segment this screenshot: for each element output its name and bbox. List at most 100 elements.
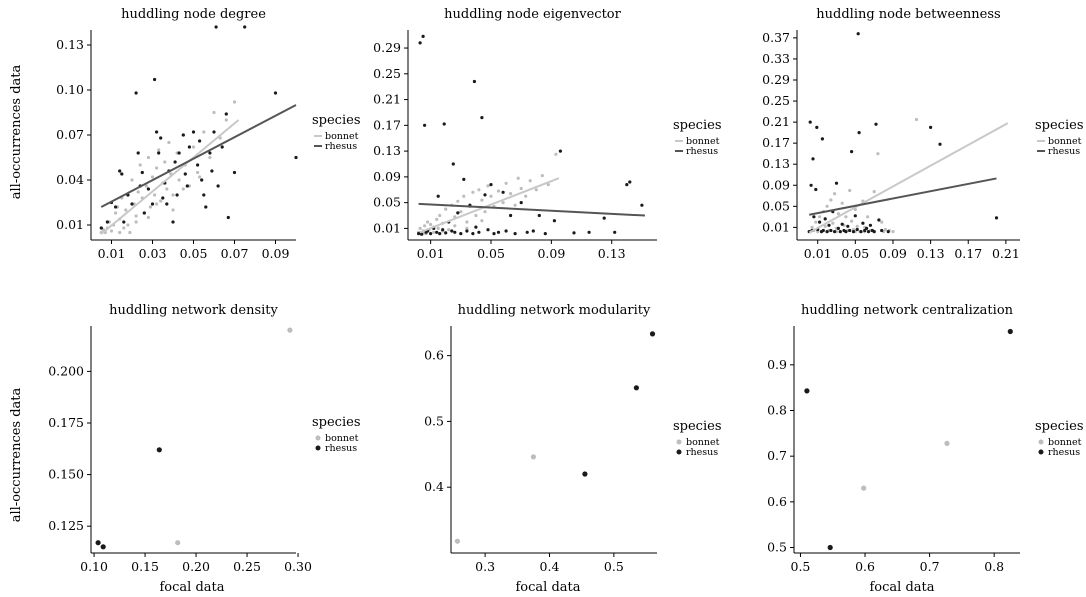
legend-key-bonnet <box>1038 439 1044 445</box>
legend-label-bonnet: bonnet <box>686 437 720 448</box>
data-point-bonnet <box>509 192 513 196</box>
y-tick-label: 0.6 <box>424 348 444 363</box>
data-point-rhesus <box>175 193 179 197</box>
data-point-bonnet <box>124 208 128 212</box>
y-tick-label: 0.125 <box>48 518 84 533</box>
data-point-bonnet <box>831 221 835 225</box>
data-point-rhesus <box>483 193 487 197</box>
data-point-rhesus <box>859 230 863 234</box>
legend-1: species bonnet rhesus <box>312 113 361 152</box>
data-point-bonnet <box>155 202 159 206</box>
x-tick-label: 0.09 <box>879 246 907 261</box>
data-point-rhesus <box>150 202 155 206</box>
data-point-rhesus <box>814 187 818 192</box>
x-axis-label-3: focal data <box>869 580 934 595</box>
legend-key-rhesus <box>1038 449 1044 455</box>
y-tick-label: 0.29 <box>373 40 401 55</box>
data-point-bonnet <box>426 220 430 224</box>
data-point-rhesus <box>537 213 541 218</box>
x-tick-label: 0.09 <box>262 246 290 261</box>
data-point-rhesus <box>136 151 140 155</box>
legend-label-rhesus: rhesus <box>686 447 718 458</box>
x-tick-label: 0.30 <box>284 559 312 574</box>
data-point-rhesus <box>441 228 445 232</box>
panel-5: huddling network modularity 0.3 0.4 0.5 0.4 0… <box>424 303 657 574</box>
data-point-rhesus <box>159 136 163 140</box>
y-tick-label: 0.33 <box>762 51 790 66</box>
data-point-bonnet <box>483 210 487 214</box>
y-tick-label: 0.17 <box>762 135 790 150</box>
data-point-rhesus <box>417 232 421 236</box>
data-point-rhesus <box>471 232 475 236</box>
data-point-bonnet <box>844 215 848 219</box>
x-tick-label: 0.05 <box>180 246 208 261</box>
data-point-rhesus <box>436 194 440 198</box>
data-point-rhesus <box>823 217 827 221</box>
data-point-rhesus <box>812 215 816 219</box>
panel-3: huddling node betweenness 0.01 0.05 0.09 0.1… <box>762 7 1020 261</box>
x-tick-label: 0.13 <box>917 246 945 261</box>
legend-4: species bonnet rhesus <box>312 415 361 454</box>
data-point-bonnet <box>432 230 436 234</box>
data-point-bonnet <box>163 160 167 164</box>
y-tick-label: 0.200 <box>48 363 84 378</box>
data-point-bonnet <box>554 152 558 156</box>
data-point-rhesus <box>181 133 185 137</box>
data-point-rhesus <box>587 230 591 234</box>
data-point-bonnet <box>165 187 169 191</box>
data-point-rhesus <box>572 231 576 235</box>
data-point-rhesus <box>185 184 189 188</box>
data-point-rhesus <box>243 25 247 29</box>
data-point-rhesus <box>173 160 177 164</box>
data-point-rhesus <box>625 183 629 187</box>
data-point-rhesus <box>423 123 427 127</box>
data-point-rhesus <box>865 226 869 230</box>
data-point-rhesus <box>846 224 850 228</box>
data-point-rhesus <box>216 184 220 188</box>
data-point-rhesus <box>492 232 496 236</box>
y-tick-label: 0.07 <box>56 127 84 142</box>
data-point-bonnet <box>181 187 185 191</box>
data-point-rhesus <box>208 151 212 155</box>
data-point-bonnet <box>202 130 206 134</box>
data-point-rhesus <box>531 229 535 233</box>
data-point-rhesus <box>99 226 103 230</box>
data-point-bonnet <box>171 193 175 197</box>
data-point-rhesus <box>232 170 237 175</box>
legend-title: species <box>673 118 722 133</box>
data-point-rhesus <box>833 230 837 234</box>
data-point-rhesus <box>844 230 848 234</box>
data-point-bonnet <box>109 229 114 233</box>
data-point-rhesus <box>855 227 859 232</box>
data-point-bonnet <box>453 224 457 228</box>
data-point-bonnet <box>435 217 439 221</box>
data-point-bonnet <box>866 215 870 219</box>
data-point-bonnet <box>489 194 493 198</box>
data-point-rhesus <box>856 32 860 36</box>
data-point-rhesus <box>525 230 529 234</box>
data-point-rhesus <box>504 229 508 233</box>
legend-key-bonnet <box>315 435 321 441</box>
data-point-rhesus <box>613 230 617 234</box>
data-point-bonnet <box>501 201 505 205</box>
data-point-bonnet <box>486 184 490 188</box>
data-point-bonnet <box>944 440 950 446</box>
data-point-bonnet <box>454 538 460 544</box>
data-point-bonnet <box>833 192 837 196</box>
panel-title: huddling node eigenvector <box>444 7 621 22</box>
data-point-bonnet <box>534 188 538 192</box>
y-tick-label: 0.05 <box>762 198 790 213</box>
y-tick-label: 0.150 <box>48 467 84 482</box>
data-point-rhesus <box>429 232 433 236</box>
data-point-bonnet <box>456 199 460 203</box>
legend-label-rhesus: rhesus <box>1048 447 1080 458</box>
data-point-rhesus <box>628 180 632 184</box>
data-point-rhesus <box>146 187 150 191</box>
trend-line-rhesus <box>809 177 997 216</box>
data-point-bonnet <box>136 190 140 194</box>
legend-label-bonnet: bonnet <box>325 131 359 142</box>
data-point-rhesus <box>840 222 844 226</box>
data-point-rhesus <box>825 230 829 234</box>
data-point-rhesus <box>602 216 606 220</box>
